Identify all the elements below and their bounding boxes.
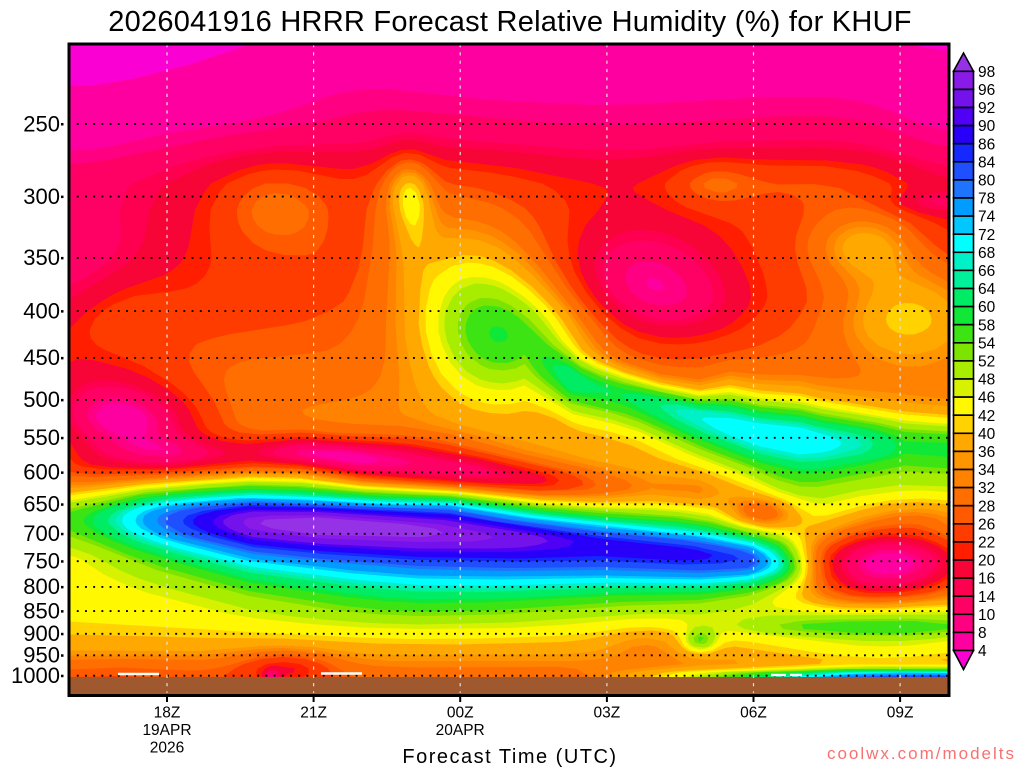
- svg-text:68: 68: [978, 245, 995, 262]
- svg-text:Forecast Time (UTC): Forecast Time (UTC): [402, 746, 617, 768]
- svg-text:850: 850: [23, 598, 60, 623]
- svg-text:00Z: 00Z: [447, 705, 474, 722]
- svg-text:700: 700: [23, 521, 60, 546]
- svg-text:32: 32: [978, 480, 995, 497]
- svg-text:42: 42: [978, 408, 995, 425]
- svg-text:66: 66: [978, 263, 995, 280]
- svg-text:90: 90: [978, 118, 996, 135]
- svg-text:600: 600: [23, 460, 60, 485]
- svg-text:86: 86: [978, 136, 995, 153]
- svg-text:40: 40: [978, 426, 996, 443]
- svg-text:34: 34: [978, 462, 996, 479]
- svg-text:4: 4: [978, 643, 987, 660]
- svg-text:28: 28: [978, 498, 995, 515]
- svg-text:80: 80: [978, 173, 996, 190]
- svg-text:10: 10: [978, 607, 996, 624]
- svg-text:58: 58: [978, 317, 995, 334]
- svg-text:22: 22: [978, 535, 995, 552]
- svg-text:60: 60: [978, 299, 996, 316]
- svg-text:48: 48: [978, 372, 995, 389]
- svg-text:500: 500: [23, 387, 60, 412]
- svg-text:26: 26: [978, 516, 995, 533]
- svg-text:2026041916 HRRR Forecast Relat: 2026041916 HRRR Forecast Relative Humidi…: [108, 6, 911, 38]
- svg-text:92: 92: [978, 100, 995, 117]
- svg-text:52: 52: [978, 354, 995, 371]
- svg-text:8: 8: [978, 625, 987, 642]
- svg-text:20: 20: [978, 553, 996, 570]
- svg-text:950: 950: [23, 643, 60, 668]
- svg-text:54: 54: [978, 335, 996, 352]
- svg-text:300: 300: [23, 184, 60, 209]
- svg-text:19APR: 19APR: [142, 722, 191, 739]
- svg-text:16: 16: [978, 571, 995, 588]
- svg-text:14: 14: [978, 589, 996, 606]
- svg-text:98: 98: [978, 64, 995, 81]
- svg-text:650: 650: [23, 492, 60, 517]
- svg-text:450: 450: [23, 345, 60, 370]
- svg-text:1000: 1000: [11, 663, 60, 688]
- svg-text:46: 46: [978, 390, 995, 407]
- svg-text:21Z: 21Z: [300, 705, 327, 722]
- svg-text:18Z: 18Z: [154, 705, 181, 722]
- svg-text:09Z: 09Z: [887, 705, 914, 722]
- svg-text:250: 250: [23, 111, 60, 136]
- svg-text:78: 78: [978, 191, 995, 208]
- svg-text:750: 750: [23, 549, 60, 574]
- svg-text:06Z: 06Z: [740, 705, 767, 722]
- svg-text:350: 350: [23, 245, 60, 270]
- svg-text:800: 800: [23, 574, 60, 599]
- svg-text:2026: 2026: [150, 740, 184, 757]
- svg-text:20APR: 20APR: [436, 722, 485, 739]
- svg-text:74: 74: [978, 209, 996, 226]
- svg-text:coolwx.com/modelts: coolwx.com/modelts: [827, 744, 1016, 763]
- svg-text:400: 400: [23, 298, 60, 323]
- svg-text:64: 64: [978, 281, 996, 298]
- svg-text:84: 84: [978, 154, 996, 171]
- svg-text:03Z: 03Z: [594, 705, 621, 722]
- svg-text:96: 96: [978, 82, 995, 99]
- svg-text:72: 72: [978, 227, 995, 244]
- svg-text:36: 36: [978, 444, 995, 461]
- svg-text:550: 550: [23, 425, 60, 450]
- svg-text:900: 900: [23, 621, 60, 646]
